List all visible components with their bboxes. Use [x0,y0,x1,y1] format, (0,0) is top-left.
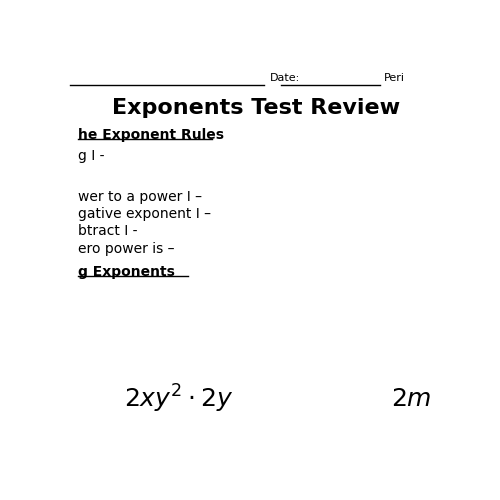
Text: Date:: Date: [270,73,300,83]
Text: g I -: g I - [78,149,104,163]
Text: ero power is –: ero power is – [78,242,174,256]
Text: Exponents Test Review: Exponents Test Review [112,98,401,118]
Text: wer to a power I –: wer to a power I – [78,190,202,203]
Text: g Exponents: g Exponents [78,265,175,279]
Text: $2xy^2 \cdot 2y$: $2xy^2 \cdot 2y$ [124,382,234,415]
Text: Peri: Peri [384,73,405,83]
Text: $2m$: $2m$ [391,387,432,411]
Text: btract I -: btract I - [78,224,138,238]
Text: he Exponent Rules: he Exponent Rules [78,128,224,142]
Text: gative exponent I –: gative exponent I – [78,207,211,221]
